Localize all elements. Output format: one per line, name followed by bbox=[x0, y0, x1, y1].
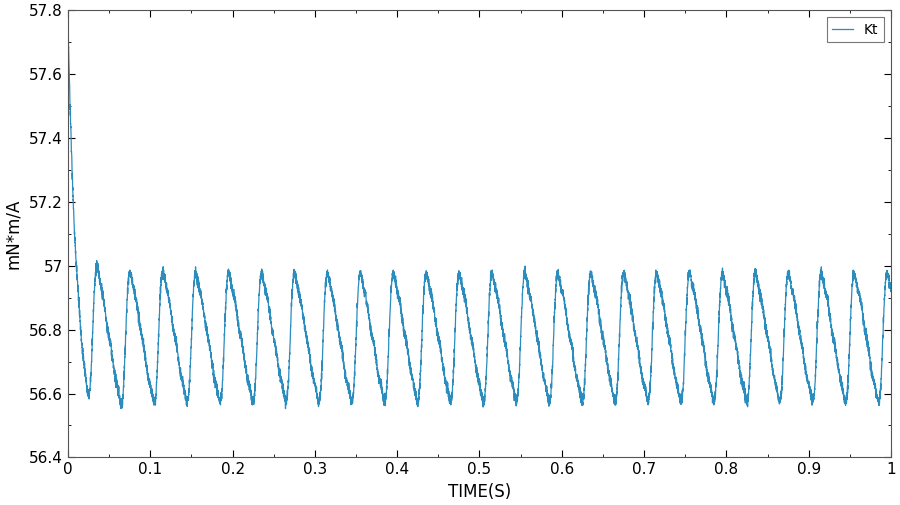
Kt bbox=[63, 16, 74, 22]
Kt bbox=[886, 287, 896, 293]
Line: Kt: Kt bbox=[68, 19, 891, 409]
Kt bbox=[361, 294, 372, 300]
Kt bbox=[104, 333, 114, 339]
Kt bbox=[586, 274, 597, 280]
Kt bbox=[280, 406, 291, 412]
X-axis label: TIME(S): TIME(S) bbox=[448, 483, 511, 501]
Kt bbox=[550, 302, 561, 309]
Kt bbox=[716, 269, 727, 275]
Y-axis label: mN*m/A: mN*m/A bbox=[4, 198, 22, 269]
Kt bbox=[673, 386, 684, 392]
Legend: Kt: Kt bbox=[826, 17, 884, 42]
